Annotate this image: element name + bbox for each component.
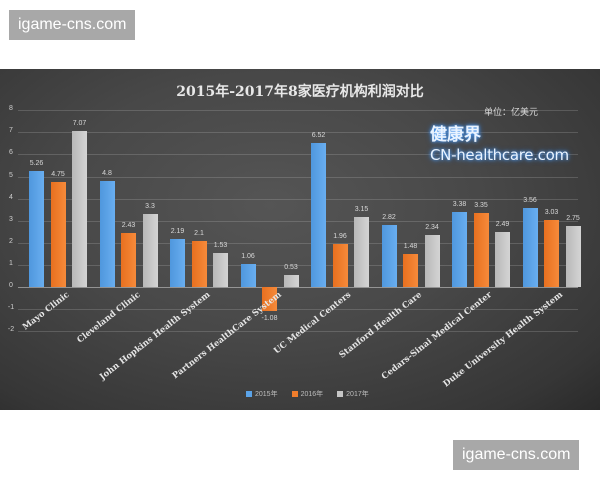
value-label: 3.35 xyxy=(474,201,488,209)
bar-2015年-1 xyxy=(99,180,115,287)
bar-2016年-3 xyxy=(262,287,277,311)
x-category-label: UC Medical Centers xyxy=(272,290,354,357)
bar-2015年-2 xyxy=(170,238,185,287)
value-label: 4.8 xyxy=(102,169,112,177)
legend-label: 2016年 xyxy=(300,391,324,398)
value-label: 5.26 xyxy=(29,159,44,167)
gridline xyxy=(18,176,578,178)
chart-panel: 2015年-2017年8家医疗机构利润对比 单位：亿美元 8 7 6 5 4 3 2 1 0 -1… xyxy=(0,69,600,410)
value-label: 2.19 xyxy=(170,227,185,235)
watermark-bottom: igame-cns.com xyxy=(453,440,580,470)
y-tick-label: 0 xyxy=(9,282,13,289)
x-category-label: Mayo Clinic xyxy=(20,290,72,333)
bar-2016年-4 xyxy=(332,243,348,287)
bar-2016年-7 xyxy=(544,220,559,287)
y-tick-label: -2 xyxy=(7,326,15,334)
value-label: 3.56 xyxy=(523,197,537,205)
value-label: 2.43 xyxy=(121,222,136,230)
x-category-label: John Hopkins Health System xyxy=(98,290,213,383)
legend-swatch-icon xyxy=(246,391,252,397)
value-label: 0.53 xyxy=(284,264,298,272)
bar-2015年-6 xyxy=(452,212,467,287)
value-label: 2.75 xyxy=(566,215,580,223)
unit-label: 单位：亿美元 xyxy=(484,108,539,118)
legend-swatch-icon xyxy=(291,391,298,397)
x-category-label: Cleveland Clinic xyxy=(74,290,143,346)
bar-2016年-0 xyxy=(50,182,66,287)
bar-2017年-6 xyxy=(495,231,510,287)
gridline xyxy=(18,110,578,112)
bar-2017年-7 xyxy=(565,226,581,287)
brand-chinese: 健康界 xyxy=(430,125,481,145)
bar-2015年-4 xyxy=(311,142,326,287)
value-label: 3.3 xyxy=(145,203,155,211)
gridline xyxy=(18,154,578,156)
y-tick-label: 8 xyxy=(9,105,13,113)
value-label: 7.07 xyxy=(72,119,87,127)
brand-url: CN-healthcare.com xyxy=(430,146,569,164)
chart-legend: 2015年 2016年 2017年 xyxy=(246,389,369,399)
bar-2017年-4 xyxy=(354,217,369,287)
bar-2015年-3 xyxy=(240,263,256,287)
bar-2017年-3 xyxy=(283,275,299,287)
y-tick-label: 3 xyxy=(9,215,13,223)
gridline xyxy=(18,264,578,266)
y-tick-label: 5 xyxy=(9,171,13,179)
legend-label: 2017年 xyxy=(346,391,369,398)
value-label: 2.1 xyxy=(194,229,204,237)
value-label: 3.03 xyxy=(544,209,559,217)
bar-2016年-5 xyxy=(403,254,418,287)
gridline xyxy=(18,331,578,333)
legend-item: 2015年 xyxy=(246,389,278,399)
bar-2015年-7 xyxy=(522,208,538,287)
value-label: 2.34 xyxy=(425,224,439,232)
value-label: 6.52 xyxy=(311,131,326,139)
y-tick-label: 7 xyxy=(9,127,13,135)
legend-label: 2015年 xyxy=(255,391,278,398)
y-tick-label: 4 xyxy=(9,193,13,201)
bar-2015年-5 xyxy=(381,224,397,287)
y-tick-label: 1 xyxy=(9,259,13,267)
y-tick-label: -1 xyxy=(7,304,15,312)
bar-2017年-5 xyxy=(424,235,440,287)
bar-2015年-0 xyxy=(29,170,44,287)
legend-item: 2017年 xyxy=(337,389,369,399)
gridline xyxy=(18,220,578,222)
value-label: -1.08 xyxy=(261,314,278,322)
bar-2017年-2 xyxy=(213,253,228,287)
bar-2017年-1 xyxy=(142,214,158,287)
value-label: 1.48 xyxy=(403,243,418,251)
brand-overlay: 健康界 CN-healthcare.com xyxy=(430,125,569,165)
value-label: 3.15 xyxy=(354,206,369,214)
gridline xyxy=(18,287,578,288)
watermark-top: igame-cns.com xyxy=(9,10,136,40)
value-label: 1.53 xyxy=(213,242,228,250)
value-label: 4.75 xyxy=(51,171,65,179)
value-label: 1.96 xyxy=(333,232,347,240)
x-category-label: Duke University Health System xyxy=(441,290,565,390)
legend-item: 2016年 xyxy=(291,389,324,399)
y-tick-label: 2 xyxy=(9,237,13,245)
value-label: 3.38 xyxy=(452,201,467,209)
bar-2016年-2 xyxy=(191,240,207,287)
bar-2016年-6 xyxy=(473,212,489,287)
legend-swatch-icon xyxy=(337,391,344,397)
value-label: 2.49 xyxy=(495,220,510,228)
x-category-label: Cedars-Sinai Medical Center xyxy=(379,290,494,383)
y-tick-label: 6 xyxy=(9,149,13,157)
chart-title: 2015年-2017年8家医疗机构利润对比 xyxy=(176,84,424,100)
gridline xyxy=(18,198,578,200)
gridline xyxy=(18,132,578,134)
gridline xyxy=(18,309,578,311)
bar-2017年-0 xyxy=(72,130,87,287)
value-label: 1.06 xyxy=(241,252,255,260)
gridline xyxy=(18,242,578,244)
value-label: 2.82 xyxy=(382,213,396,221)
bar-2016年-1 xyxy=(121,233,136,287)
